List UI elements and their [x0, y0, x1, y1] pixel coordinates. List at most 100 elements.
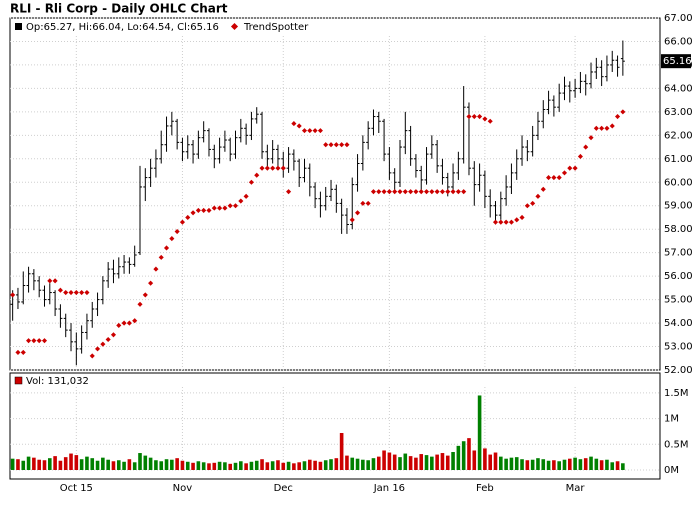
volume-bar	[37, 459, 41, 470]
y-tick-label: 57.00	[664, 248, 693, 259]
volume-bar	[239, 461, 243, 470]
trend-dot	[254, 172, 260, 178]
legend-swatch	[15, 23, 22, 30]
volume-bar	[63, 457, 68, 470]
volume-bar	[260, 459, 264, 470]
volume-bar	[74, 455, 79, 470]
volume-bar	[483, 448, 487, 470]
trend-dot	[217, 205, 223, 211]
trend-dot	[519, 214, 525, 221]
volume-bar	[440, 453, 445, 470]
x-tick-label: Jan 16	[373, 483, 405, 494]
price-panel	[9, 17, 661, 371]
legend-swatch	[14, 376, 23, 385]
volume-bar	[318, 461, 323, 470]
volume-bar	[16, 459, 20, 470]
volume-bar	[477, 395, 482, 470]
volume-bar	[106, 459, 110, 470]
trend-dot	[508, 219, 514, 225]
volume-bar	[116, 460, 121, 470]
volume-bar	[32, 457, 36, 470]
volume-bar	[567, 458, 572, 470]
trend-dot	[190, 210, 196, 216]
trend-dot	[280, 165, 286, 171]
volume-bar	[185, 461, 190, 470]
trend-dot	[206, 207, 212, 213]
volume-bar	[207, 463, 211, 470]
legend-bg	[11, 374, 659, 387]
volume-bar	[276, 460, 280, 470]
volume-bar	[127, 459, 132, 470]
y-tick-label: 61.00	[664, 154, 693, 165]
volume-bar	[599, 460, 604, 470]
volume-bar	[170, 459, 174, 470]
legend-bg	[11, 19, 659, 34]
volume-bar	[244, 463, 248, 470]
volume-bar	[58, 460, 63, 470]
x-tick-label: Feb	[476, 483, 494, 494]
trend-dot	[376, 189, 382, 195]
y-tick-label: 62.00	[664, 130, 693, 141]
volume-bar	[21, 460, 26, 470]
trend-dot	[455, 189, 461, 195]
volume-bar	[339, 432, 344, 470]
volume-bar	[281, 462, 286, 470]
volume-bar	[536, 458, 540, 470]
trend-dot	[248, 179, 254, 185]
trend-dot	[588, 135, 594, 141]
trend-dot	[169, 236, 175, 242]
trend-dot	[148, 280, 154, 286]
legend-label: Op:65.27, Hi:66.04, Lo:64.54, Cl:65.16	[26, 22, 219, 33]
volume-bar	[297, 462, 301, 470]
trend-dot	[195, 207, 201, 213]
volume-bar	[583, 458, 588, 470]
volume-bar	[254, 460, 259, 470]
legend-label: Vol: 131,032	[26, 376, 89, 387]
volume-bar	[85, 456, 89, 470]
volume-bar	[445, 455, 450, 470]
volume-bar	[573, 457, 577, 470]
y-tick-label: 59.00	[664, 201, 693, 212]
trend-dot	[179, 219, 185, 225]
volume-bar	[419, 454, 424, 470]
y-tick-label: 63.00	[664, 107, 693, 118]
trend-dot	[434, 189, 440, 195]
volume-bar	[562, 459, 567, 470]
volume-bar	[488, 454, 493, 470]
y-tick-label: 66.00	[664, 36, 693, 47]
volume-bar	[456, 445, 461, 470]
trend-dot	[201, 207, 207, 213]
trend-dot	[238, 198, 244, 204]
volume-bar	[201, 462, 206, 470]
y-tick-label: 67.00	[664, 13, 693, 24]
volume-bar	[366, 460, 370, 470]
trend-dot	[84, 290, 90, 296]
trend-dot	[492, 219, 499, 225]
trend-dot	[142, 292, 148, 298]
volume-bar	[69, 453, 73, 470]
volume-bar	[143, 455, 148, 470]
volume-bar	[530, 459, 535, 470]
trend-dot	[381, 189, 387, 195]
volume-bar	[159, 461, 164, 470]
trend-dot	[126, 320, 132, 326]
trend-dot	[423, 189, 430, 195]
y-tick-label: 53.00	[664, 342, 693, 353]
volume-bar	[175, 458, 179, 470]
trend-dot	[397, 189, 403, 195]
trend-dot	[243, 193, 249, 199]
volume-bar	[589, 456, 593, 470]
volume-bar	[376, 456, 381, 470]
volume-bar	[217, 461, 222, 470]
volume-bar	[350, 457, 355, 470]
trend-dot	[572, 165, 578, 171]
volume-bar	[520, 459, 524, 470]
trend-dot	[132, 318, 138, 324]
trend-dot	[418, 189, 424, 195]
volume-bar	[249, 461, 254, 470]
trend-dot	[222, 205, 228, 211]
volume-bar	[10, 458, 15, 470]
volume-bar	[95, 460, 100, 470]
y2-tick-label: 1.5M	[664, 388, 689, 399]
